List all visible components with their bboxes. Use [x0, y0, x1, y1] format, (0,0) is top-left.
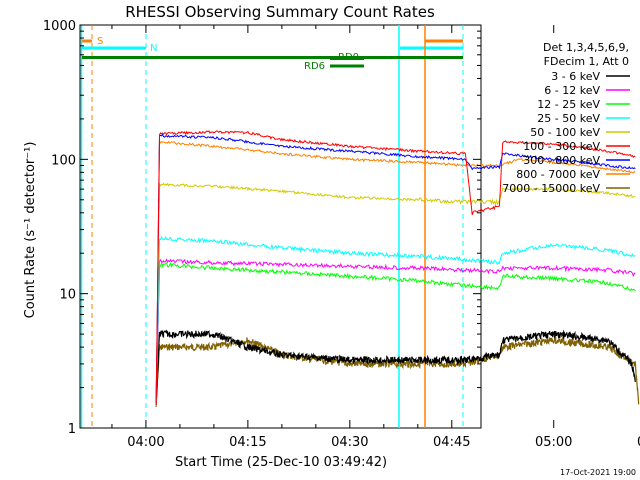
series-line-2 [155, 260, 636, 406]
x-axis-label: Start Time (25-Dec-10 03:49:42) [175, 455, 387, 470]
series-line-7 [155, 140, 636, 403]
rd6-label: RD6 [304, 61, 325, 72]
night-label: N [150, 43, 157, 54]
series-line-0 [155, 329, 636, 407]
axis-layer: 04:00 04:15 04:30 04:45 05:00 05:15 1 10 100 1000 [43, 19, 640, 450]
plot-frame [79, 24, 482, 429]
legend-header-line-1: Det 1,3,4,5,6,9, [543, 41, 629, 54]
x-tick-label: 04:15 [229, 435, 266, 450]
legend-header-line-2: FDecim 1, Att 0 [544, 55, 629, 68]
x-tick-label: 05:00 [535, 435, 572, 450]
x-tick-label: 04:30 [331, 435, 368, 450]
series-line-4 [155, 182, 636, 407]
y-tick-label: 100 [51, 153, 76, 168]
legend: Det 1,3,4,5,6,9, FDecim 1, Att 0 3 - 6 k… [502, 41, 630, 195]
legend-label: 6 - 12 keV [544, 84, 600, 97]
y-axis-label: Count Rate (s⁻¹ detector⁻¹) [23, 142, 38, 319]
annotation-layer: S N RD0 RD6 [80, 25, 464, 428]
y-tick-label: 1 [68, 422, 76, 437]
series-layer [155, 130, 640, 407]
legend-label: 12 - 25 keV [537, 98, 600, 111]
legend-label: 800 - 7000 keV [516, 168, 600, 181]
legend-label: 25 - 50 keV [537, 112, 600, 125]
y-tick-label: 10 [59, 288, 76, 303]
series-line-1 [155, 258, 636, 406]
legend-label: 7000 - 15000 keV [502, 182, 600, 195]
x-tick-label: 04:45 [433, 435, 470, 450]
legend-label: 300 - 800 keV [523, 154, 600, 167]
footer-date: 17-Oct-2021 19:00 [560, 468, 636, 477]
series-line-6 [155, 133, 636, 403]
x-tick-label: 05:15 [637, 435, 640, 450]
series-line-3 [155, 235, 636, 404]
chart-title: RHESSI Observing Summary Count Rates [125, 3, 435, 21]
legend-label: 3 - 6 keV [551, 70, 600, 83]
legend-label: 100 - 300 keV [523, 140, 600, 153]
y-tick-label: 1000 [43, 19, 76, 34]
series-line-5 [155, 130, 636, 406]
saa-label: S [97, 36, 103, 47]
rd0-label: RD0 [338, 52, 359, 63]
x-tick-label: 04:00 [127, 435, 164, 450]
legend-label: 50 - 100 keV [530, 126, 600, 139]
